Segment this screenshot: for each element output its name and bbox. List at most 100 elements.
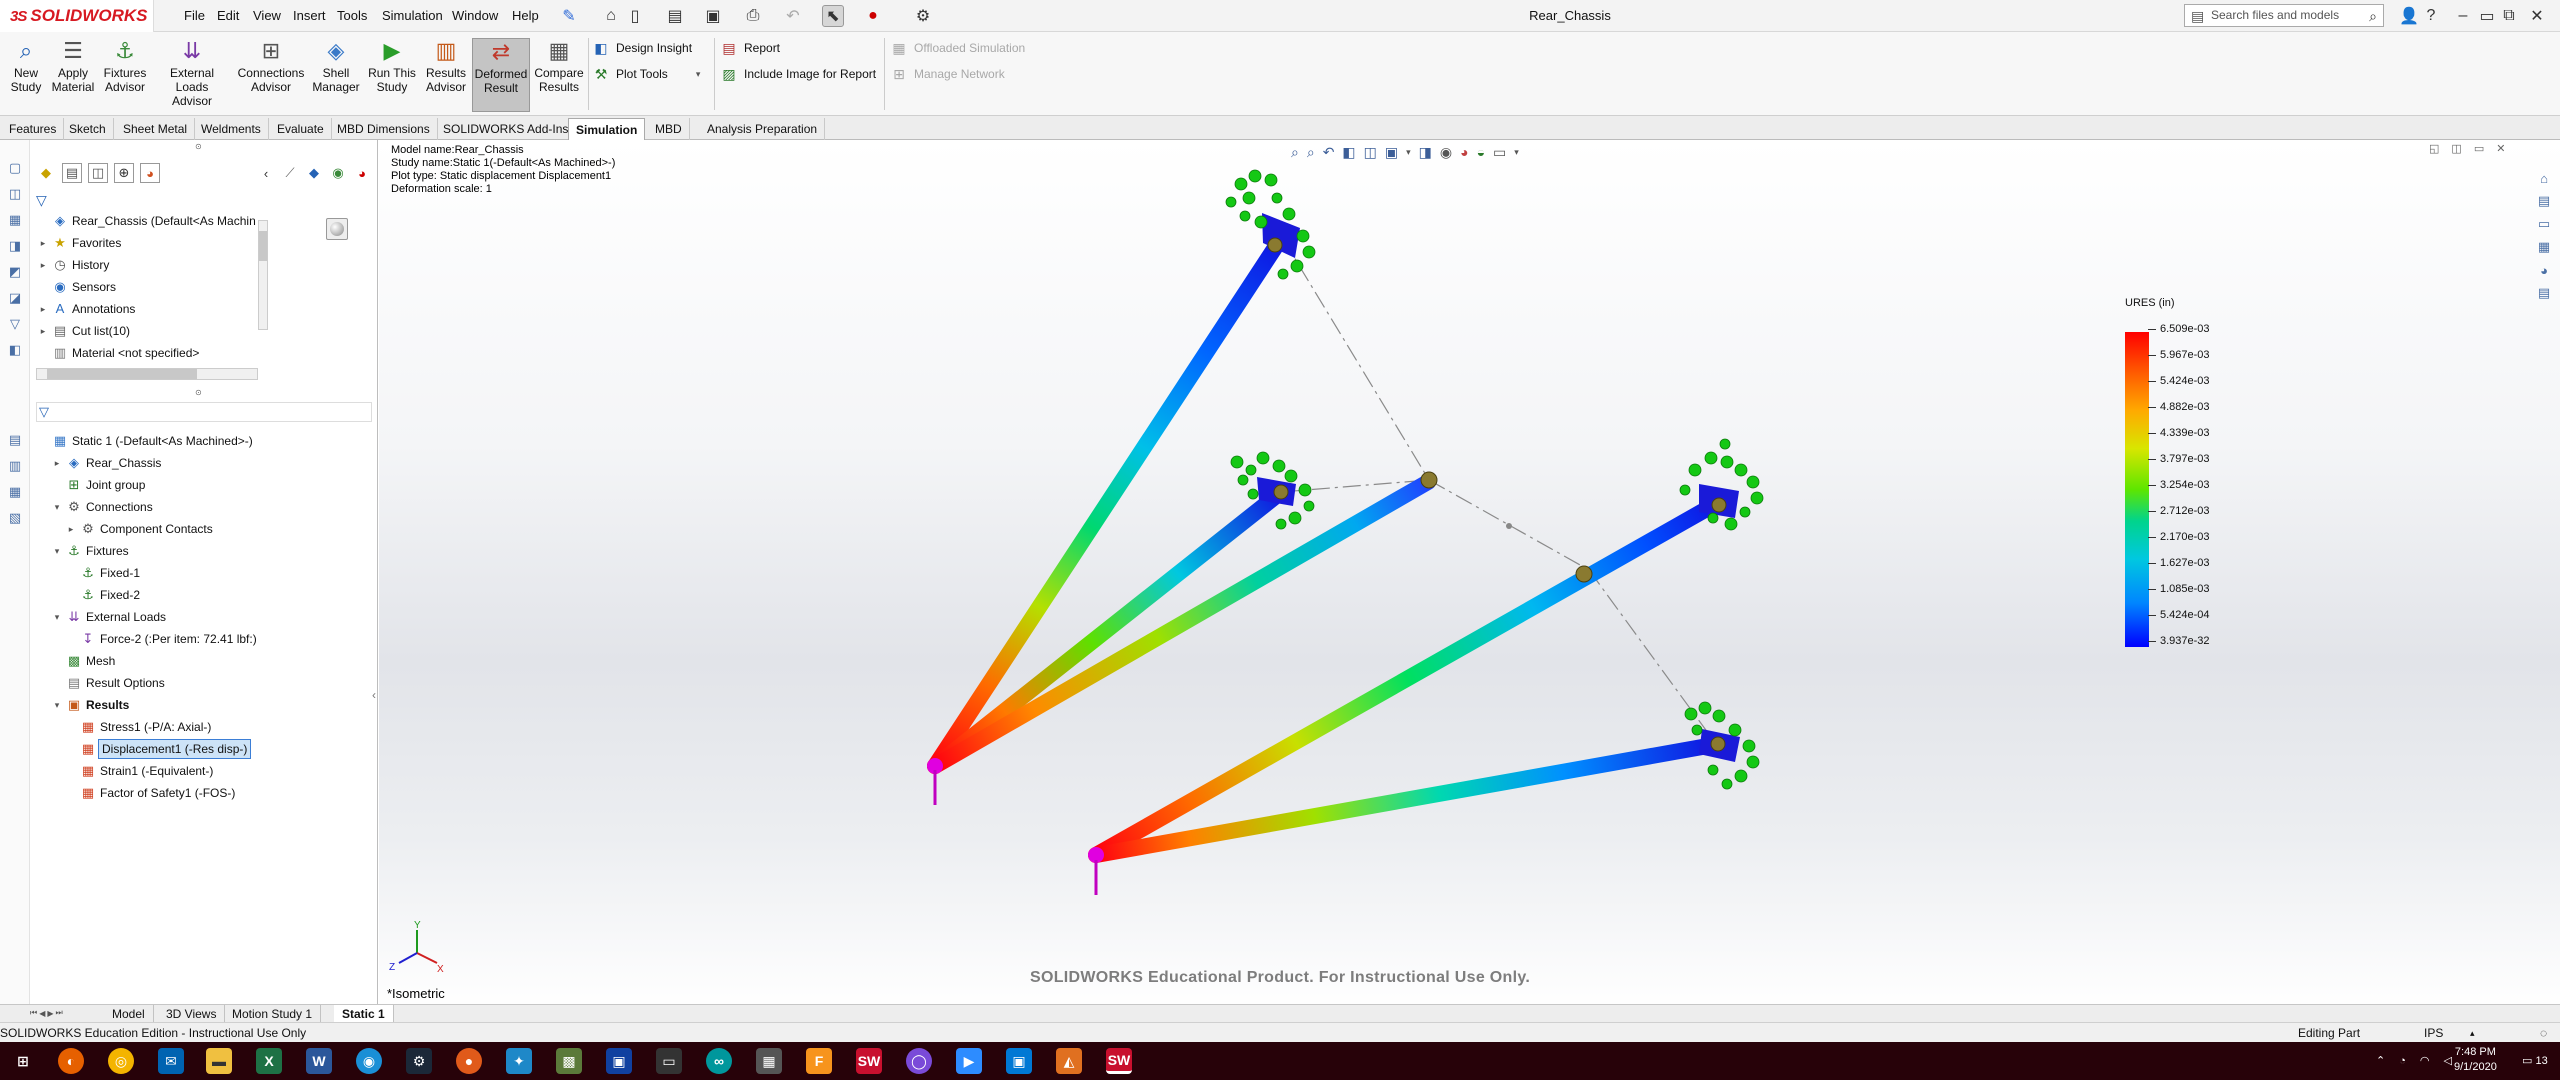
chrome-icon[interactable]: ◎: [108, 1048, 134, 1074]
configuration-manager-icon[interactable]: ◫: [88, 163, 108, 183]
expand-arrow-icon[interactable]: ▸: [40, 238, 46, 248]
tab-features[interactable]: Features: [2, 118, 65, 140]
chevron-down-icon[interactable]: ▾: [695, 68, 701, 79]
home-icon[interactable]: ⌂: [606, 7, 616, 24]
traffic-light-icon[interactable]: ●: [868, 7, 878, 24]
search-input[interactable]: ▤ Search files and models ⌕: [2184, 4, 2384, 27]
report-button[interactable]: ▤ Report: [720, 36, 780, 60]
steam-icon[interactable]: ⚙: [406, 1048, 432, 1074]
arduino-icon[interactable]: ∞: [706, 1048, 732, 1074]
feature-tree-item-annotations[interactable]: ▸ A Annotations: [36, 298, 266, 320]
orange-app-icon[interactable]: ●: [456, 1048, 482, 1074]
design-library-icon[interactable]: ▤: [2537, 193, 2551, 208]
expand-arrow-icon[interactable]: ▸: [40, 260, 46, 270]
tab-solidworks-add-ins[interactable]: SOLIDWORKS Add-Ins: [436, 118, 577, 140]
view-settings-icon[interactable]: ▭: [1493, 143, 1507, 160]
user-icon[interactable]: 👤: [2399, 8, 2419, 25]
network-icon[interactable]: ◔: [2399, 1054, 2406, 1067]
deformed-result-button[interactable]: ⇄ Deformed Result: [472, 38, 530, 112]
menu-window[interactable]: Window: [452, 8, 499, 23]
units-selector[interactable]: IPS: [2424, 1026, 2444, 1040]
tab-scroll-arrows[interactable]: ⏮ ◀ ▶ ⏭: [30, 1008, 63, 1018]
tab-sheet-metal[interactable]: Sheet Metal: [116, 118, 196, 140]
study-tree-item-component-contacts[interactable]: ▸ ⚙ Component Contacts: [36, 518, 366, 540]
plot-tools-button[interactable]: ⚒ Plot Tools ▾: [592, 62, 701, 86]
fusion-icon[interactable]: F: [806, 1048, 832, 1074]
study-tree-item-fixed-1[interactable]: ⚓ Fixed-1: [36, 562, 366, 584]
feature-manager-icon[interactable]: ◆: [41, 165, 51, 180]
offloaded-simulation-button[interactable]: ▦ Offloaded Simulation: [890, 36, 1025, 60]
view-palette-icon[interactable]: ▦: [2537, 239, 2551, 254]
tab-3d-views[interactable]: 3D Views: [158, 1005, 226, 1023]
display-pane-sphere-icon[interactable]: [326, 218, 348, 240]
study-tree-item-joint-group[interactable]: ⊞ Joint group: [36, 474, 366, 496]
color-legend-bar[interactable]: [2125, 332, 2149, 647]
feature-tree-item-material[interactable]: ▥ Material <not specified>: [36, 342, 266, 364]
blue-app-icon[interactable]: ✦: [506, 1048, 532, 1074]
app-circle-icon[interactable]: ◉: [356, 1048, 382, 1074]
viewport-tile-icon[interactable]: ◫: [2451, 143, 2462, 155]
expand-arrow-icon[interactable]: ▾: [54, 700, 60, 710]
color-icon[interactable]: ◉: [332, 165, 344, 180]
sensor-tab-icon[interactable]: ⟋: [285, 165, 295, 180]
notification-center-icon[interactable]: ▭ 13: [2522, 1055, 2548, 1067]
cut-icon[interactable]: ◪: [8, 290, 22, 305]
scene-icon[interactable]: ◒: [1476, 144, 1486, 160]
panel-collapse-icon[interactable]: ‹: [372, 688, 376, 702]
sketch-icon[interactable]: ◫: [8, 186, 22, 201]
filter-icon[interactable]: ▽: [36, 192, 47, 208]
file-explorer-icon[interactable]: ▭: [2537, 216, 2551, 231]
video-app-icon[interactable]: ▣: [1006, 1048, 1032, 1074]
matlab-icon[interactable]: ◭: [1056, 1048, 1082, 1074]
feature-tree-item-cut[interactable]: ▸ ▤ Cut list(10): [36, 320, 266, 342]
select-icon[interactable]: ⬉: [822, 5, 844, 27]
new-document-icon[interactable]: ▯: [630, 8, 640, 25]
firefox-icon[interactable]: ◐: [58, 1048, 84, 1074]
study-tree-item-stress1[interactable]: ▦ Stress1 (-P/A: Axial-): [36, 716, 366, 738]
first-tab-icon[interactable]: ⏮: [30, 1008, 38, 1017]
feature-tree-item-sensors[interactable]: ◉ Sensors: [36, 276, 266, 298]
file-explorer-icon[interactable]: ▬: [206, 1048, 232, 1074]
feature-tree-item-favorites[interactable]: ▸ ★ Favorites: [36, 232, 266, 254]
viewport-restore-icon[interactable]: ◱: [2429, 143, 2440, 155]
rear-chassis-model[interactable]: Y X Z: [379, 140, 2560, 1010]
dimxpert-icon[interactable]: ⊕: [114, 163, 134, 183]
resources-home-icon[interactable]: ⌂: [2540, 170, 2548, 186]
open-icon[interactable]: ▤: [667, 8, 683, 25]
custom-properties-icon[interactable]: ▤: [2537, 285, 2551, 300]
new-study-button[interactable]: ⌕ New Study: [6, 38, 46, 112]
run-study-button[interactable]: ▶ Run This Study: [366, 38, 418, 112]
next-tab-icon[interactable]: ▶: [47, 1008, 54, 1018]
tab-mbd[interactable]: MBD: [648, 118, 690, 140]
restore-window-icon[interactable]: ▭: [2479, 8, 2495, 25]
connections-advisor-button[interactable]: ⊞ Connections Advisor: [236, 38, 306, 112]
simulation-side-icon[interactable]: ▥: [8, 458, 22, 473]
volume-icon[interactable]: ◁: [2443, 1055, 2452, 1067]
monitor-app-icon[interactable]: ▣: [606, 1048, 632, 1074]
graphics-viewport[interactable]: ⌕ ⌕ ↶ ◧ ◫ ▣ ▾ ◨ ◉ ◕ ◒ ▭ ▾ ◱ ◫ ▭ ✕ ⌂ ▤ ▭ …: [379, 140, 2560, 1010]
minecraft-icon[interactable]: ▩: [556, 1048, 582, 1074]
part-icon[interactable]: ▢: [8, 160, 22, 175]
tab-model[interactable]: Model: [104, 1005, 154, 1023]
filter-side-icon[interactable]: ▽: [10, 316, 20, 331]
menu-insert[interactable]: Insert: [293, 8, 326, 23]
word-icon[interactable]: W: [306, 1048, 332, 1074]
help-bubble-icon[interactable]: ◌: [2540, 1026, 2548, 1040]
search-icon[interactable]: ⌕: [2369, 8, 2377, 24]
chevron-up-icon[interactable]: ▴: [2470, 1028, 2475, 1038]
view-icon[interactable]: ◨: [8, 238, 22, 253]
gallery-icon[interactable]: ▦: [756, 1048, 782, 1074]
view-orientation-icon[interactable]: ▣: [1384, 143, 1399, 160]
include-image-button[interactable]: ▨ Include Image for Report: [720, 62, 876, 86]
terminal-icon[interactable]: ▭: [656, 1048, 682, 1074]
appearances-icon[interactable]: ◕: [2540, 262, 2548, 278]
material-side-icon[interactable]: ◧: [8, 342, 22, 357]
study-tree-item-mesh[interactable]: ▩ Mesh: [36, 650, 366, 672]
chevron-left-icon[interactable]: ‹: [263, 165, 269, 181]
study-tree-item-results[interactable]: ▾ ▣ Results: [36, 694, 366, 716]
zoom-to-fit-icon[interactable]: ⌕: [1291, 143, 1299, 160]
expand-arrow-icon[interactable]: ▾: [54, 546, 60, 556]
external-loads-advisor-button[interactable]: ⇊ External Loads Advisor: [152, 38, 232, 112]
study-tree-item-fixed-2[interactable]: ⚓ Fixed-2: [36, 584, 366, 606]
study-tree-item-force-2[interactable]: ↧ Force-2 (:Per item: 72.41 lbf:): [36, 628, 366, 650]
